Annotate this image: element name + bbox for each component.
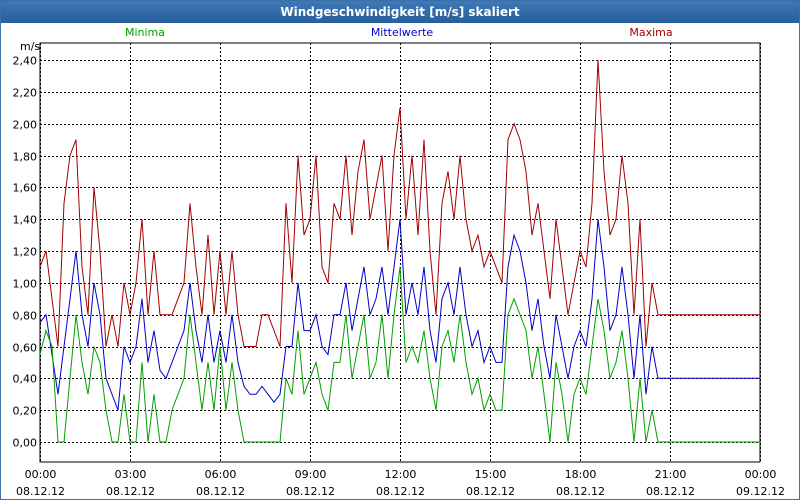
x-tick-date: 08.12.12: [286, 485, 335, 498]
x-tick-date: 08.12.12: [196, 485, 245, 498]
y-tick-label: 1,60: [13, 182, 38, 195]
y-tick-label: 0,60: [13, 342, 38, 355]
axis-layer: m/s 0,00 0,20 0,40 0,60 0,80 1,00 1,20 1,40 1,60…: [13, 40, 785, 498]
x-tick-date: 08.12.12: [556, 485, 605, 498]
legend-mittelwerte: Mittelwerte: [371, 26, 434, 39]
x-tick-time: 12:00: [385, 468, 417, 481]
x-tick-time: 06:00: [205, 468, 237, 481]
x-tick-date: 09.12.12: [736, 485, 785, 498]
legend-minima: Minima: [125, 26, 165, 39]
y-tick-label: 0,80: [13, 310, 38, 323]
y-tick-label: 2,40: [13, 55, 38, 68]
y-tick-label: 1,00: [13, 278, 38, 291]
x-tick-time: 21:00: [655, 468, 687, 481]
y-tick-label: 2,20: [13, 87, 38, 100]
grid-layer: [39, 42, 761, 463]
series-line-maxima: [39, 59, 760, 347]
series-layer: [39, 59, 760, 443]
y-tick-label: 2,00: [13, 119, 38, 132]
x-tick-date: 08.12.12: [106, 485, 155, 498]
y-tick-label: 0,40: [13, 373, 38, 386]
x-tick-date: 08.12.12: [646, 485, 695, 498]
y-axis-label: m/s: [20, 40, 40, 53]
window-title: Windgeschwindigkeit [m/s] skaliert: [1, 1, 799, 23]
y-tick-label: 1,80: [13, 151, 38, 164]
x-tick-time: 09:00: [295, 468, 327, 481]
x-tick-time: 00:00: [25, 468, 57, 481]
y-tick-label: 0,20: [13, 405, 38, 418]
x-tick-time: 00:00: [745, 468, 777, 481]
x-tick-time: 18:00: [565, 468, 597, 481]
x-tick-time: 03:00: [115, 468, 147, 481]
x-tick-date: 08.12.12: [376, 485, 425, 498]
legend-maxima: Maxima: [629, 26, 672, 39]
x-tick-date: 08.12.12: [16, 485, 65, 498]
legend: Minima Mittelwerte Maxima: [125, 26, 673, 39]
series-line-mittelwerte: [39, 219, 760, 411]
y-tick-label: 0,00: [13, 437, 38, 450]
x-tick-time: 15:00: [475, 468, 507, 481]
y-tick-label: 1,40: [13, 214, 38, 227]
series-line-minima: [39, 266, 760, 443]
x-tick-date: 08.12.12: [466, 485, 515, 498]
y-tick-label: 1,20: [13, 246, 38, 259]
